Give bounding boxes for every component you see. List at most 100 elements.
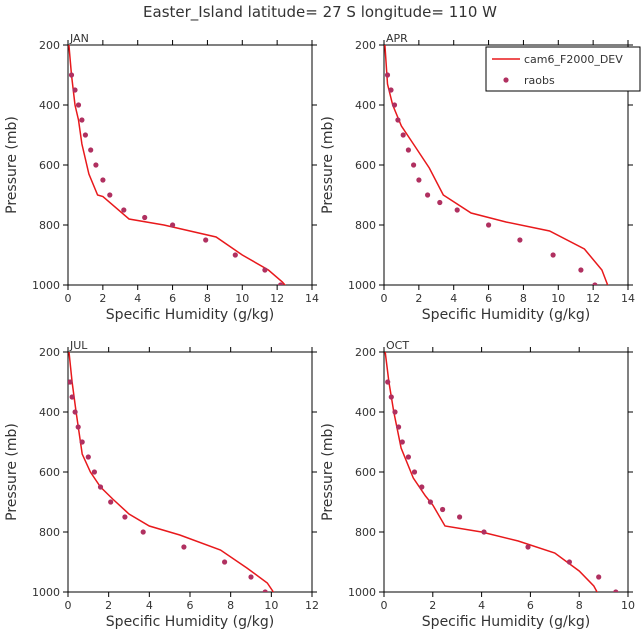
x-tick-label: 4 bbox=[478, 599, 485, 612]
raobs-point bbox=[181, 544, 187, 550]
raobs-point bbox=[454, 207, 460, 213]
series-line-model bbox=[68, 352, 275, 592]
raobs-point bbox=[100, 177, 106, 183]
raobs-point bbox=[392, 409, 398, 415]
x-tick-label: 0 bbox=[381, 292, 388, 305]
series-line-model bbox=[384, 352, 598, 592]
raobs-point bbox=[592, 282, 598, 285]
x-tick-label: 6 bbox=[485, 292, 492, 305]
y-axis-label: Pressure (mb) bbox=[320, 423, 336, 521]
x-tick-label: 10 bbox=[264, 599, 278, 612]
raobs-point bbox=[79, 439, 85, 445]
y-tick-label: 400 bbox=[355, 99, 376, 112]
panel-oct: OCT 0 2 4 6 8 10 200 400 600 800 1000 Specific Humid… bbox=[320, 339, 635, 630]
plot-area bbox=[68, 45, 286, 285]
raobs-point bbox=[388, 394, 394, 400]
legend-point-swatch bbox=[503, 77, 509, 83]
panel-label: APR bbox=[386, 32, 408, 45]
raobs-point bbox=[411, 469, 418, 475]
plot-frame bbox=[383, 351, 629, 593]
raobs-point bbox=[72, 87, 78, 93]
x-axis-label: Specific Humidity (g/kg) bbox=[106, 307, 274, 323]
legend-obs-label: raobs bbox=[524, 74, 555, 87]
legend-model-label: cam6_F2000_DEV bbox=[524, 53, 623, 66]
y-axis-label: Pressure (mb) bbox=[320, 116, 336, 214]
raobs-point bbox=[425, 192, 431, 198]
y-tick-label: 200 bbox=[39, 346, 60, 359]
raobs-point bbox=[566, 559, 573, 565]
raobs-point bbox=[122, 514, 128, 520]
x-tick-label: 8 bbox=[227, 599, 234, 612]
y-tick-label: 1000 bbox=[32, 279, 60, 292]
y-tick-label: 200 bbox=[39, 39, 60, 52]
y-tick-label: 1000 bbox=[348, 586, 376, 599]
y-axis-label: Pressure (mb) bbox=[4, 116, 20, 214]
raobs-point bbox=[419, 484, 425, 490]
raobs-point bbox=[391, 102, 398, 108]
legend-box bbox=[485, 46, 641, 92]
raobs-point bbox=[108, 499, 114, 505]
raobs-point bbox=[384, 72, 391, 78]
raobs-point bbox=[82, 132, 88, 138]
raobs-point bbox=[93, 162, 99, 168]
raobs-point bbox=[405, 147, 411, 153]
raobs-point bbox=[88, 147, 94, 153]
raobs-point bbox=[262, 267, 268, 273]
raobs-point bbox=[525, 544, 531, 550]
raobs-point bbox=[385, 379, 391, 385]
raobs-point bbox=[411, 162, 417, 168]
y-tick-label: 800 bbox=[39, 526, 60, 539]
raobs-point bbox=[75, 424, 81, 430]
raobs-point bbox=[578, 267, 584, 273]
panel-label: JUL bbox=[69, 339, 88, 352]
x-tick-label: 0 bbox=[65, 599, 72, 612]
x-tick-label: 2 bbox=[105, 599, 112, 612]
y-tick-label: 200 bbox=[355, 346, 376, 359]
raobs-point bbox=[416, 177, 422, 183]
x-tick-label: 8 bbox=[204, 292, 211, 305]
raobs-point bbox=[440, 506, 446, 513]
raobs-point bbox=[486, 222, 492, 228]
y-tick-label: 800 bbox=[355, 526, 376, 539]
x-tick-label: 8 bbox=[520, 292, 527, 305]
y-tick-label: 400 bbox=[39, 99, 60, 112]
raobs-point bbox=[437, 199, 443, 206]
x-tick-label: 4 bbox=[146, 599, 153, 612]
y-tick-label: 400 bbox=[39, 406, 60, 419]
raobs-point bbox=[405, 454, 411, 460]
raobs-point bbox=[400, 132, 406, 138]
raobs-point bbox=[68, 379, 73, 385]
plot-area bbox=[384, 352, 619, 592]
raobs-point bbox=[278, 282, 284, 285]
raobs-point bbox=[396, 424, 402, 430]
raobs-point bbox=[596, 574, 602, 580]
x-tick-label: 6 bbox=[169, 292, 176, 305]
plot-area bbox=[68, 352, 275, 592]
raobs-point bbox=[457, 514, 463, 520]
raobs-point bbox=[395, 117, 401, 123]
raobs-point bbox=[170, 222, 176, 228]
x-tick-label: 0 bbox=[65, 292, 72, 305]
y-tick-label: 1000 bbox=[32, 586, 60, 599]
x-tick-label: 14 bbox=[621, 292, 635, 305]
raobs-point bbox=[388, 87, 394, 93]
series-line-model bbox=[68, 45, 286, 285]
raobs-point bbox=[613, 589, 619, 592]
x-tick-label: 14 bbox=[305, 292, 319, 305]
y-tick-label: 400 bbox=[355, 406, 376, 419]
raobs-point bbox=[121, 207, 127, 213]
raobs-point bbox=[248, 574, 254, 580]
raobs-point bbox=[481, 529, 487, 535]
y-tick-label: 600 bbox=[355, 159, 376, 172]
x-axis-label: Specific Humidity (g/kg) bbox=[422, 307, 590, 323]
raobs-point bbox=[232, 252, 238, 258]
x-tick-label: 2 bbox=[99, 292, 106, 305]
y-tick-label: 800 bbox=[355, 219, 376, 232]
raobs-point bbox=[72, 409, 78, 415]
panel-label: OCT bbox=[386, 339, 409, 352]
raobs-point bbox=[517, 237, 523, 243]
panel-jul: JUL 0 2 4 6 8 10 12 200 400 600 800 1000 Specific Hum… bbox=[4, 339, 319, 630]
x-tick-label: 4 bbox=[450, 292, 457, 305]
y-tick-label: 1000 bbox=[348, 279, 376, 292]
